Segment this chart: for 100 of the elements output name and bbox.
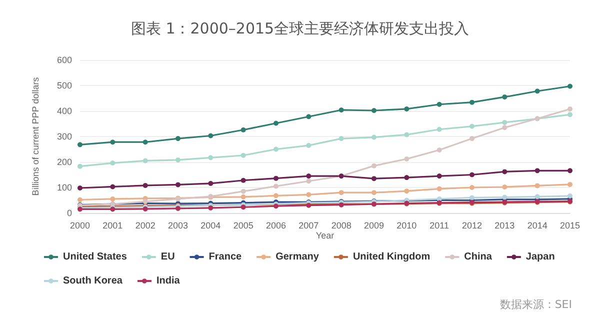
point: [306, 192, 312, 198]
point: [470, 185, 474, 190]
point: [404, 132, 410, 138]
point: [306, 178, 312, 184]
point: [78, 164, 82, 169]
point: [502, 120, 508, 125]
point: [502, 125, 508, 130]
point: [274, 146, 278, 152]
x-tick-label: 2008: [331, 220, 352, 230]
point: [436, 102, 442, 107]
point: [306, 174, 312, 179]
point: [78, 142, 82, 148]
point: [142, 140, 148, 145]
point: [534, 194, 540, 200]
point: [338, 136, 344, 142]
point: [534, 168, 540, 174]
point: [110, 140, 116, 145]
point: [78, 186, 82, 191]
y-tick-label: 100: [56, 182, 72, 192]
x-tick-label: 2006: [266, 220, 286, 230]
point: [372, 163, 376, 168]
legend-label: South Korea: [63, 276, 123, 286]
point: [142, 158, 148, 164]
legend-label: France: [208, 252, 242, 262]
point: [568, 84, 572, 89]
point: [470, 172, 474, 178]
x-tick-label: 2000: [70, 220, 90, 230]
point: [274, 193, 278, 198]
x-tick-label: 2013: [494, 220, 515, 230]
point: [568, 106, 572, 112]
point: [404, 188, 410, 194]
legend-label: Germany: [276, 252, 320, 262]
x-axis-title: Year: [316, 230, 334, 240]
x-tick-label: 2002: [135, 220, 156, 230]
point: [306, 114, 312, 120]
point: [338, 107, 344, 112]
point: [404, 106, 410, 112]
point: [436, 186, 442, 192]
y-tick-label: 300: [56, 132, 72, 142]
point: [436, 126, 442, 132]
point: [568, 193, 572, 198]
source-note: 数据来源：SEI: [500, 298, 572, 311]
point: [568, 168, 572, 174]
y-tick-label: 0: [66, 208, 72, 218]
point: [404, 156, 410, 162]
point: [470, 136, 474, 142]
point: [176, 136, 180, 142]
point: [208, 155, 214, 160]
point: [208, 180, 214, 186]
point: [568, 112, 572, 118]
point: [470, 195, 474, 200]
point: [568, 182, 572, 187]
point: [338, 190, 344, 196]
y-tick-label: 600: [56, 55, 72, 65]
point: [208, 205, 214, 210]
point: [372, 190, 376, 196]
point: [534, 183, 540, 188]
point: [110, 160, 116, 166]
point: [240, 194, 246, 200]
point: [274, 184, 278, 189]
point: [240, 178, 246, 183]
point: [240, 152, 246, 158]
legend-label: Japan: [526, 252, 555, 262]
point: [372, 176, 376, 182]
x-tick-label: 2015: [560, 220, 580, 230]
point: [502, 169, 508, 174]
point: [306, 142, 312, 148]
x-tick-label: 2011: [430, 220, 450, 230]
point: [176, 182, 180, 188]
point: [274, 120, 278, 126]
point: [372, 108, 376, 113]
x-tick-label: 2007: [298, 220, 319, 230]
point: [436, 174, 442, 179]
y-tick-label: 500: [56, 80, 72, 90]
point: [142, 182, 148, 188]
point: [502, 184, 508, 190]
y-tick-label: 400: [56, 106, 72, 116]
y-tick-label: 200: [56, 157, 72, 167]
x-tick-label: 2012: [462, 220, 482, 230]
x-tick-label: 2004: [200, 220, 221, 230]
point: [470, 124, 474, 129]
legend-label: United States: [63, 252, 128, 262]
point: [372, 134, 376, 140]
point: [240, 127, 246, 132]
legend-label: India: [156, 276, 180, 286]
x-tick-label: 2014: [527, 220, 548, 230]
point: [436, 148, 442, 153]
point: [208, 133, 214, 138]
chart-title: 图表 1：2000–2015全球主要经济体研发支出投入: [130, 20, 470, 38]
x-tick-label: 2010: [396, 220, 417, 230]
point: [240, 204, 246, 210]
point: [470, 100, 474, 105]
point: [502, 94, 508, 100]
x-tick-label: 2005: [233, 220, 254, 230]
legend-label: EU: [160, 252, 175, 262]
point: [534, 88, 540, 94]
point: [110, 196, 116, 202]
point: [110, 184, 116, 190]
point: [274, 176, 278, 181]
legend-label: China: [464, 252, 492, 262]
